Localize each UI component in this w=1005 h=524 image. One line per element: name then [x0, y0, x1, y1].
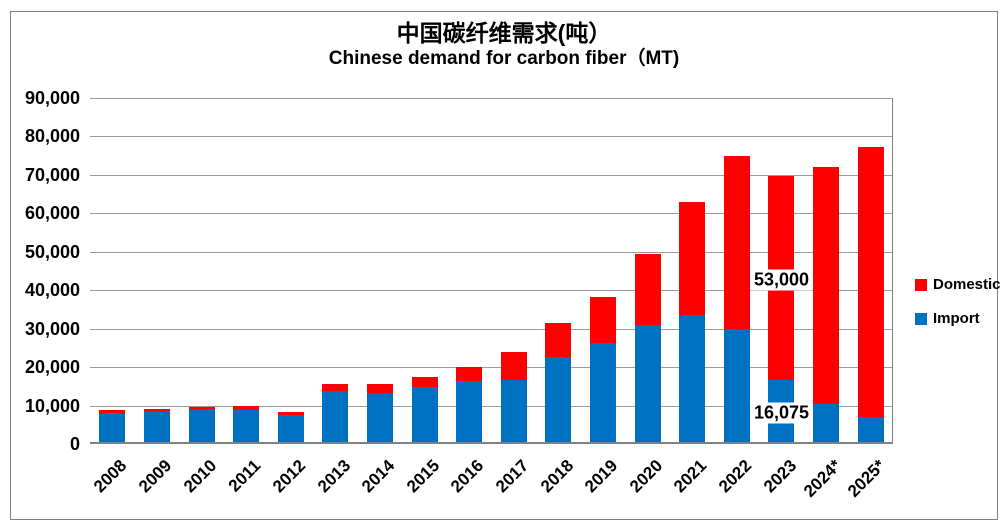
x-tick-2009: 2009	[135, 456, 176, 497]
bar-2016-domestic	[456, 366, 483, 381]
gridline-60000	[90, 213, 892, 215]
bar-2012-domestic	[277, 412, 304, 415]
gridline-90000	[90, 98, 892, 99]
y-tick-40000: 40,000	[24, 280, 80, 301]
bar-2013-import	[322, 390, 349, 442]
x-tick-2015: 2015	[402, 456, 444, 497]
bar-2015-import	[411, 387, 438, 442]
bar-2019-domestic	[590, 296, 617, 343]
gridline-20000	[90, 367, 892, 369]
bar-2013-domestic	[322, 384, 349, 391]
x-tick-2023: 2023	[759, 456, 800, 497]
bar-2020-domestic	[634, 254, 661, 326]
bar-2008-domestic	[99, 409, 126, 413]
bar-2021-import	[679, 314, 706, 442]
legend-swatch-import-icon	[915, 312, 927, 325]
gridline-80000	[90, 136, 892, 138]
y-tick-20000: 20,000	[24, 357, 80, 378]
x-tick-2008: 2008	[90, 456, 131, 497]
y-tick-50000: 50,000	[24, 241, 80, 262]
gridline-10000	[90, 405, 892, 407]
bar-2014-domestic	[366, 384, 393, 393]
chart-title-zh: 中国碳纤维需求(吨）	[396, 20, 612, 46]
bar-2011-domestic	[233, 406, 260, 411]
legend-label-import: Import	[933, 310, 980, 327]
bar-2014-import	[366, 392, 393, 442]
x-tick-2019: 2019	[581, 456, 622, 497]
y-tick-90000: 90,000	[24, 88, 80, 108]
x-tick-2010: 2010	[179, 456, 220, 497]
x-tick-2016: 2016	[447, 456, 488, 497]
bar-2015-domestic	[411, 377, 438, 388]
bar-2018-domestic	[545, 322, 572, 358]
gridline-40000	[90, 290, 892, 292]
bar-2018-import	[545, 357, 572, 442]
data-label-2023-domestic: 53,000	[750, 269, 812, 291]
x-tick-2014: 2014	[358, 456, 399, 497]
bar-2020-import	[634, 325, 661, 442]
bar-2022-import	[723, 328, 750, 442]
bar-2009-domestic	[143, 408, 170, 412]
bar-2022-domestic	[723, 155, 750, 329]
bar-2024-import	[813, 403, 840, 442]
legend-item-import: Import	[915, 310, 1001, 327]
y-tick-0: 0	[69, 434, 80, 454]
y-tick-10000: 10,000	[24, 395, 80, 416]
bar-2010-domestic	[188, 407, 215, 410]
chart-title-en: Chinese demand for carbon fiber（MT)	[328, 48, 680, 69]
x-tick-2025: 2025*	[844, 456, 890, 501]
x-tick-2021: 2021	[670, 456, 711, 497]
x-tick-2018: 2018	[536, 456, 577, 497]
legend: Domestic Import	[915, 276, 1001, 327]
y-tick-70000: 70,000	[24, 164, 80, 185]
data-label-2023-import: 16,075	[750, 402, 812, 424]
gridline-50000	[90, 251, 892, 253]
chart-frame: 中国碳纤维需求(吨） Chinese demand for carbon fib…	[10, 11, 1001, 520]
legend-item-domestic: Domestic	[915, 276, 1001, 293]
legend-swatch-domestic-icon	[915, 278, 927, 291]
legend-label-domestic: Domestic	[933, 276, 1001, 293]
bar-2017-import	[500, 380, 527, 442]
y-tick-30000: 30,000	[24, 318, 80, 339]
bar-2008-import	[99, 412, 126, 442]
x-tick-2017: 2017	[492, 456, 533, 497]
chart-title: 中国碳纤维需求(吨） Chinese demand for carbon fib…	[11, 19, 997, 71]
y-tick-60000: 60,000	[24, 203, 80, 224]
bar-2016-import	[456, 380, 483, 442]
x-tick-2012: 2012	[269, 456, 310, 497]
bar-2019-import	[590, 342, 617, 442]
x-tick-2011: 2011	[225, 456, 265, 496]
x-tick-2022: 2022	[715, 456, 756, 497]
bar-2012-import	[277, 414, 304, 442]
bar-2010-import	[188, 409, 215, 442]
gridline-30000	[90, 328, 892, 330]
bar-2025-domestic	[857, 146, 884, 418]
x-tick-2013: 2013	[313, 456, 354, 497]
bar-2011-import	[233, 410, 260, 442]
bar-2025-import	[857, 417, 884, 442]
gridline-70000	[90, 174, 892, 176]
x-tick-2024: 2024*	[799, 456, 845, 501]
y-tick-80000: 80,000	[24, 126, 80, 147]
plot-area: 2008 2009 2010 2011 2012 2013 2014 2015 2016 2017…	[90, 98, 893, 501]
bar-2017-domestic	[500, 351, 527, 381]
bar-2024-domestic	[813, 167, 840, 404]
x-tick-2020: 2020	[625, 456, 667, 497]
bar-2009-import	[143, 411, 170, 442]
bar-2021-domestic	[679, 202, 706, 315]
